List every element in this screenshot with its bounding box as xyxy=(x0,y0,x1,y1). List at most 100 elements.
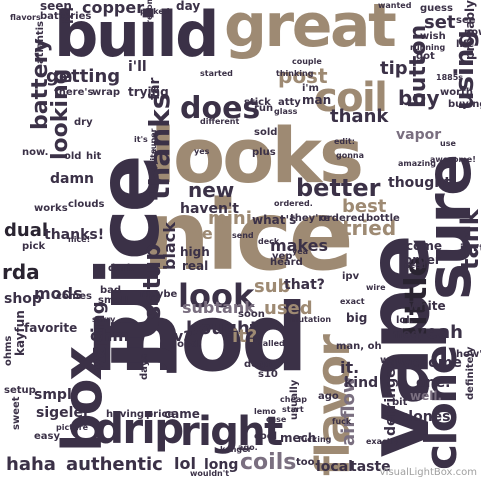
cloud-word: good. xyxy=(170,339,202,350)
cloud-word: that? xyxy=(284,277,325,293)
cloud-word: yep xyxy=(272,251,293,262)
cloud-word: bit xyxy=(392,397,408,408)
cloud-word: run xyxy=(254,103,274,114)
cloud-word: vapor xyxy=(396,127,442,143)
cloud-word: having xyxy=(106,409,145,420)
cloud-word: ordered. xyxy=(274,199,313,208)
cloud-word: look xyxy=(178,277,255,315)
cloud-word: post xyxy=(278,64,328,88)
cloud-word: tank xyxy=(456,209,481,270)
cloud-word: bad xyxy=(100,285,122,296)
cloud-word: picked xyxy=(140,7,170,16)
cloud-word: order xyxy=(404,253,441,267)
cloud-word: isn't xyxy=(460,243,481,254)
cloud-word: it? xyxy=(232,326,258,347)
cloud-word: batteries xyxy=(40,11,92,22)
cloud-word: ohm xyxy=(90,326,130,345)
cloud-word: lemo xyxy=(254,407,276,416)
cloud-word: mech xyxy=(280,431,317,445)
cloud-word: mod xyxy=(86,284,308,393)
cloud-word: real xyxy=(182,259,209,273)
cloud-word: lol. xyxy=(396,315,414,326)
cloud-word: kanger xyxy=(220,445,252,454)
cloud-word: it! xyxy=(61,6,77,24)
cloud-word: stick xyxy=(244,97,271,108)
cloud-word: haven't xyxy=(180,201,239,217)
cloud-word: they're xyxy=(290,213,330,224)
cloud-word: too. xyxy=(296,457,319,468)
cloud-word: getting xyxy=(46,66,121,87)
cloud-word: thanks! xyxy=(44,227,105,243)
cloud-word: need xyxy=(404,261,427,270)
cloud-word: kind xyxy=(344,375,379,391)
cloud-word: sweet xyxy=(11,396,22,430)
cloud-word: well. xyxy=(410,389,443,403)
cloud-word: kayfun xyxy=(13,310,27,356)
cloud-word: atty xyxy=(278,97,301,108)
cloud-word: looks xyxy=(150,111,364,200)
cloud-word: ohms xyxy=(3,335,14,366)
cloud-word: mods xyxy=(34,284,83,303)
cloud-word: came xyxy=(164,407,200,421)
cloud-word: days xyxy=(139,353,150,380)
cloud-word: dual xyxy=(4,220,49,241)
cloud-word: exact xyxy=(340,297,365,306)
cloud-word: yes xyxy=(194,147,210,156)
cloud-word: sold xyxy=(254,127,278,138)
cloud-word: tried xyxy=(342,216,397,240)
cloud-word: build xyxy=(54,0,219,71)
cloud-word: lol xyxy=(174,454,196,473)
cloud-word: one. xyxy=(416,375,451,391)
cloud-word: start xyxy=(282,405,304,414)
cloud-word: long xyxy=(204,457,239,473)
cloud-word: dark xyxy=(108,263,134,274)
cloud-word: thinking xyxy=(276,69,314,78)
cloud-word: it's xyxy=(134,135,148,144)
cloud-word: fuck xyxy=(332,417,352,426)
cloud-word: wanted xyxy=(378,1,412,10)
cloud-word: better xyxy=(296,174,381,202)
cloud-word: maybe xyxy=(140,289,178,300)
cloud-word: man xyxy=(302,93,332,107)
cloud-word: plus xyxy=(252,147,276,158)
cloud-word: best xyxy=(342,196,387,217)
cloud-word: there's xyxy=(54,87,94,98)
cloud-word: easy xyxy=(34,431,61,442)
cloud-word: yea xyxy=(292,247,309,256)
cloud-word: ago. xyxy=(238,443,258,452)
cloud-word: ago xyxy=(318,391,339,402)
cloud-word: awesome! xyxy=(430,155,476,164)
cloud-word: does xyxy=(180,91,261,126)
cloud-word: haha xyxy=(6,454,56,475)
cloud-word: i'm xyxy=(302,83,319,94)
cloud-word: sigelei xyxy=(36,405,88,421)
cloud-word: great xyxy=(224,0,397,61)
cloud-word: small xyxy=(98,295,128,306)
cloud-word: thought xyxy=(388,175,451,191)
cloud-word: used xyxy=(264,298,313,319)
cloud-word: white xyxy=(408,299,446,313)
cloud-word: clones xyxy=(400,409,451,425)
cloud-word: fucking xyxy=(298,435,332,444)
cloud-word: see xyxy=(456,15,476,26)
cloud-word: big xyxy=(346,311,368,325)
cloud-word: makes xyxy=(270,236,329,255)
cloud-word: awesome xyxy=(388,355,462,371)
cloud-word: yeah xyxy=(414,322,463,343)
cloud-word: mini xyxy=(208,208,252,229)
cloud-word: price xyxy=(146,409,175,420)
cloud-word: comes xyxy=(56,291,92,302)
cloud-word: gonna xyxy=(336,151,365,160)
cloud-word: man, oh xyxy=(336,341,382,352)
cloud-word: edit: xyxy=(334,137,355,146)
cloud-word: now xyxy=(464,27,481,38)
cloud-word: started xyxy=(200,69,233,78)
cloud-word: amazing xyxy=(398,159,436,168)
cloud-word: bottle xyxy=(366,213,400,224)
cloud-word: ordered xyxy=(320,213,365,224)
watermark: VisualLightBox.com xyxy=(379,467,477,478)
cloud-word: pick xyxy=(22,241,46,252)
cloud-word: buying xyxy=(448,99,481,110)
cloud-word: rda xyxy=(2,260,40,284)
cloud-word: high xyxy=(180,245,210,259)
